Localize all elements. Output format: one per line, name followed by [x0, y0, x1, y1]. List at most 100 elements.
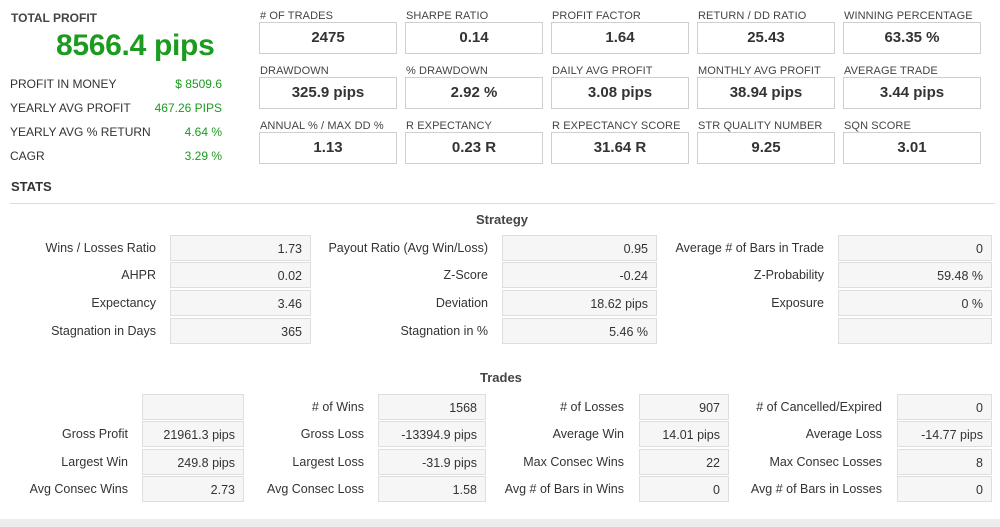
- stat-label-of-cancelled-expired: # of Cancelled/Expired: [756, 400, 882, 414]
- metric-label-annual-max-dd: ANNUAL % / MAX DD %: [260, 120, 384, 132]
- stat-value-gross-loss: -13394.9 pips: [378, 421, 486, 447]
- trades-section-title: Trades: [480, 370, 522, 385]
- metric-value-winning-percentage: 63.35 %: [843, 22, 981, 54]
- metric-label-drawdown: DRAWDOWN: [260, 65, 329, 77]
- stat-label-largest-loss: Largest Loss: [292, 455, 364, 469]
- metric-label-sharpe-ratio: SHARPE RATIO: [406, 10, 489, 22]
- stat-value-avg-of-bars-in-losses: 0: [897, 476, 992, 502]
- stat-value-of-losses: 907: [639, 394, 729, 420]
- metric-label-str-quality-number: STR QUALITY NUMBER: [698, 120, 823, 132]
- stat-value-largest-loss: -31.9 pips: [378, 449, 486, 475]
- metric-value-profit-factor: 1.64: [551, 22, 689, 54]
- stat-label-z-score: Z-Score: [443, 268, 488, 282]
- metric-label-winning-percentage: WINNING PERCENTAGE: [844, 10, 973, 22]
- stat-label-z-probability: Z-Probability: [753, 268, 824, 282]
- stat-label-largest-win: Largest Win: [61, 455, 128, 469]
- stat-label-stagnation-in: Stagnation in %: [400, 324, 488, 338]
- metric-label-sqn-score: SQN SCORE: [844, 120, 911, 132]
- summary-row-yearly-avg-return: YEARLY AVG % RETURN 4.64 %: [10, 125, 222, 145]
- metric-value-str-quality-number: 9.25: [697, 132, 835, 164]
- total-profit-value: 8566.4 pips: [56, 29, 215, 62]
- metric-value-daily-avg-profit: 3.08 pips: [551, 77, 689, 109]
- metric-label-return-dd-ratio: RETURN / DD RATIO: [698, 10, 807, 22]
- metric-label-r-expectancy: R EXPECTANCY: [406, 120, 492, 132]
- bottom-bar: [0, 519, 1000, 527]
- stat-value-average-of-bars-in-trade: 0: [838, 235, 992, 261]
- stat-value-gross-profit: 21961.3 pips: [142, 421, 244, 447]
- metric-value-sharpe-ratio: 0.14: [405, 22, 543, 54]
- metric-label-r-expectancy-score: R EXPECTANCY SCORE: [552, 120, 681, 132]
- metric-label-average-trade: AVERAGE TRADE: [844, 65, 938, 77]
- stat-label-avg-consec-loss: Avg Consec Loss: [266, 482, 364, 496]
- stat-label-avg-consec-wins: Avg Consec Wins: [29, 482, 128, 496]
- summary-row-profit-in-money: PROFIT IN MONEY $ 8509.6: [10, 77, 222, 97]
- stat-label-average-of-bars-in-trade: Average # of Bars in Trade: [675, 241, 824, 255]
- stat-value-average-loss: -14.77 pips: [897, 421, 992, 447]
- stat-label-average-loss: Average Loss: [805, 427, 882, 441]
- stat-label-avg-of-bars-in-losses: Avg # of Bars in Losses: [750, 482, 882, 496]
- metric-value-of-trades: 2475: [259, 22, 397, 54]
- metric-value-return-dd-ratio: 25.43: [697, 22, 835, 54]
- stat-label-stagnation-in-days: Stagnation in Days: [51, 324, 156, 338]
- stat-value-of-cancelled-expired: 0: [897, 394, 992, 420]
- stat-label-gross-loss: Gross Loss: [300, 427, 364, 441]
- total-profit-label: TOTAL PROFIT: [11, 11, 97, 25]
- summary-row-label: YEARLY AVG PROFIT: [10, 101, 131, 115]
- stat-label-of-wins: # of Wins: [311, 400, 364, 414]
- stat-value-avg-of-bars-in-wins: 0: [639, 476, 729, 502]
- stat-value-stagnation-in-days: 365: [170, 318, 311, 344]
- stat-label-gross-profit: Gross Profit: [62, 427, 128, 441]
- metric-label-of-trades: # OF TRADES: [260, 10, 334, 22]
- summary-row-yearly-avg-profit: YEARLY AVG PROFIT 467.26 PIPS: [10, 101, 222, 121]
- metric-label-drawdown: % DRAWDOWN: [406, 65, 488, 77]
- summary-row-label: YEARLY AVG % RETURN: [10, 125, 151, 139]
- stat-label-average-win: Average Win: [552, 427, 624, 441]
- stat-value-empty-0-0: [142, 394, 244, 420]
- metric-label-daily-avg-profit: DAILY AVG PROFIT: [552, 65, 653, 77]
- stat-value-max-consec-wins: 22: [639, 449, 729, 475]
- stat-label-ahpr: AHPR: [121, 268, 156, 282]
- stat-label-expectancy: Expectancy: [91, 296, 156, 310]
- stat-label-deviation: Deviation: [435, 296, 488, 310]
- stat-label-of-losses: # of Losses: [560, 400, 624, 414]
- summary-row-value: $ 8509.6: [175, 77, 222, 91]
- summary-row-cagr: CAGR 3.29 %: [10, 149, 222, 169]
- stat-value-average-win: 14.01 pips: [639, 421, 729, 447]
- stat-value-deviation: 18.62 pips: [502, 290, 657, 316]
- metric-label-profit-factor: PROFIT FACTOR: [552, 10, 641, 22]
- stat-value-of-wins: 1568: [378, 394, 486, 420]
- summary-row-value: 3.29 %: [184, 149, 222, 163]
- strategy-section-title: Strategy: [476, 212, 529, 227]
- stat-value-payout-ratio-avg-win-loss: 0.95: [502, 235, 657, 261]
- metric-value-drawdown: 2.92 %: [405, 77, 543, 109]
- stat-value-expectancy: 3.46: [170, 290, 311, 316]
- stat-value-empty-3-2: [838, 318, 992, 344]
- metric-value-drawdown: 325.9 pips: [259, 77, 397, 109]
- metric-value-r-expectancy: 0.23 R: [405, 132, 543, 164]
- stat-label-exposure: Exposure: [771, 296, 824, 310]
- stat-value-wins-losses-ratio: 1.73: [170, 235, 311, 261]
- stat-label-max-consec-losses: Max Consec Losses: [769, 455, 882, 469]
- stat-label-payout-ratio-avg-win-loss: Payout Ratio (Avg Win/Loss): [328, 241, 488, 255]
- stat-value-z-probability: 59.48 %: [838, 262, 992, 288]
- stat-value-avg-consec-loss: 1.58: [378, 476, 486, 502]
- stats-divider: [10, 203, 995, 204]
- summary-row-value: 467.26 PIPS: [154, 101, 222, 115]
- metric-value-annual-max-dd: 1.13: [259, 132, 397, 164]
- metric-label-monthly-avg-profit: MONTHLY AVG PROFIT: [698, 65, 821, 77]
- metric-value-r-expectancy-score: 31.64 R: [551, 132, 689, 164]
- stat-value-ahpr: 0.02: [170, 262, 311, 288]
- stat-value-max-consec-losses: 8: [897, 449, 992, 475]
- stat-label-wins-losses-ratio: Wins / Losses Ratio: [45, 241, 156, 255]
- stat-value-stagnation-in: 5.46 %: [502, 318, 657, 344]
- stat-value-avg-consec-wins: 2.73: [142, 476, 244, 502]
- summary-row-label: PROFIT IN MONEY: [10, 77, 117, 91]
- stat-label-max-consec-wins: Max Consec Wins: [523, 455, 624, 469]
- summary-row-label: CAGR: [10, 149, 45, 163]
- stats-title: STATS: [11, 179, 52, 194]
- stat-value-largest-win: 249.8 pips: [142, 449, 244, 475]
- stat-label-avg-of-bars-in-wins: Avg # of Bars in Wins: [504, 482, 624, 496]
- stat-value-z-score: -0.24: [502, 262, 657, 288]
- metric-value-average-trade: 3.44 pips: [843, 77, 981, 109]
- stat-value-exposure: 0 %: [838, 290, 992, 316]
